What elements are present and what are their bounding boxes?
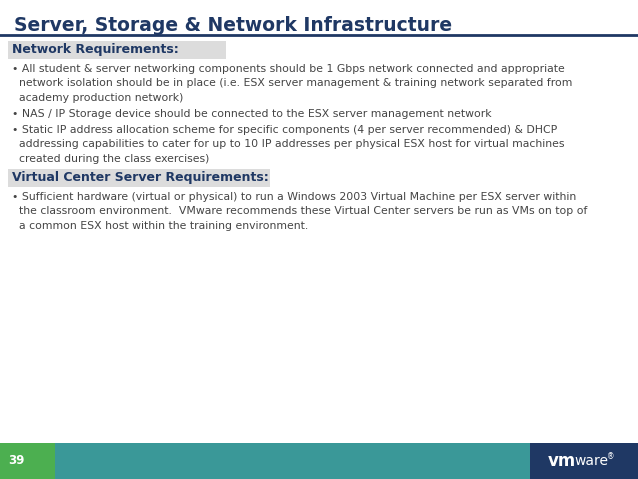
Bar xyxy=(0,443,55,479)
Bar xyxy=(8,41,226,59)
Text: ware: ware xyxy=(574,454,608,468)
Text: • All student & server networking components should be 1 Gbps network connected : • All student & server networking compon… xyxy=(12,64,572,103)
Polygon shape xyxy=(55,443,93,479)
Text: Virtual Center Server Requirements:: Virtual Center Server Requirements: xyxy=(12,171,269,184)
Text: Server, Storage & Network Infrastructure: Server, Storage & Network Infrastructure xyxy=(14,16,452,35)
Bar xyxy=(55,443,530,479)
Text: Network Requirements:: Network Requirements: xyxy=(12,43,179,56)
Text: 39: 39 xyxy=(8,455,24,468)
Text: ®: ® xyxy=(607,453,614,461)
Text: • NAS / IP Storage device should be connected to the ESX server management netwo: • NAS / IP Storage device should be conn… xyxy=(12,109,492,119)
Text: • Static IP address allocation scheme for specific components (4 per server reco: • Static IP address allocation scheme fo… xyxy=(12,125,565,164)
Bar xyxy=(530,443,638,479)
Text: vm: vm xyxy=(548,452,576,470)
Bar xyxy=(8,169,270,187)
Text: • Sufficient hardware (virtual or physical) to run a Windows 2003 Virtual Machin: • Sufficient hardware (virtual or physic… xyxy=(12,192,588,231)
